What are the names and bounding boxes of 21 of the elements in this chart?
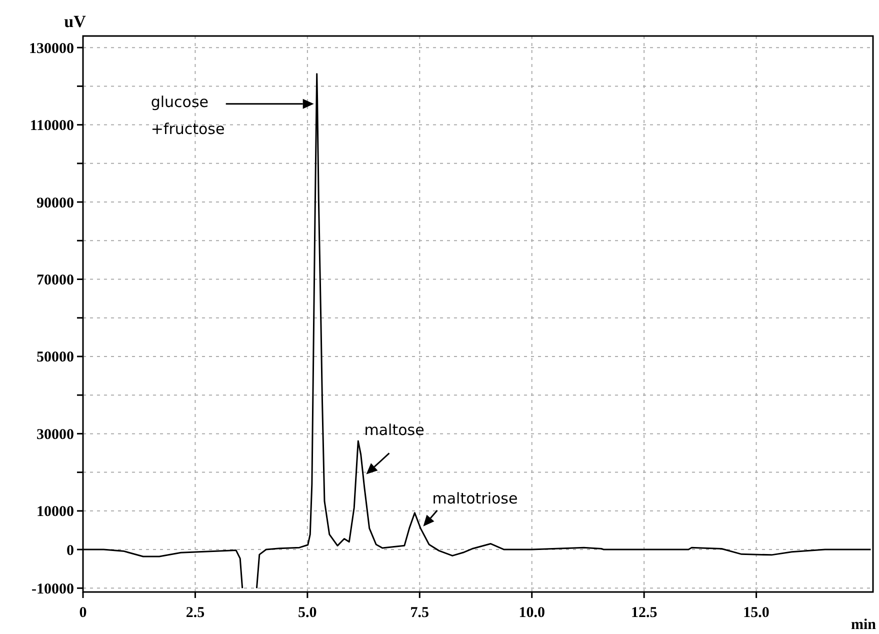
- y-tick-label: 10000: [36, 504, 74, 520]
- y-tick-label: 130000: [29, 40, 74, 57]
- x-tick-label: 2.5: [186, 605, 205, 621]
- y-tick-label: 90000: [36, 195, 74, 212]
- y-tick-label: 0: [66, 542, 74, 559]
- x-tick-label: 5.0: [298, 605, 317, 621]
- y-tick-label: 30000: [36, 426, 74, 443]
- x-axis-title: min: [850, 617, 877, 633]
- y-tick-label: 70000: [36, 272, 74, 288]
- annotation: maltotriose: [432, 489, 518, 508]
- x-tick-label: 10.0: [518, 605, 545, 621]
- annotation: maltose: [364, 421, 424, 440]
- y-tick-label: 50000: [36, 350, 74, 366]
- x-tick-label: 0: [79, 605, 87, 621]
- y-tick-label: -10000: [32, 581, 74, 598]
- y-axis-title: uV: [64, 12, 87, 31]
- y-tick-label: 110000: [30, 118, 74, 134]
- x-tick-label: 12.5: [630, 605, 658, 621]
- annotation: glucose +fructose: [150, 92, 225, 138]
- x-tick-label: 7.5: [410, 605, 430, 621]
- x-tick-label: 15.0: [743, 605, 770, 621]
